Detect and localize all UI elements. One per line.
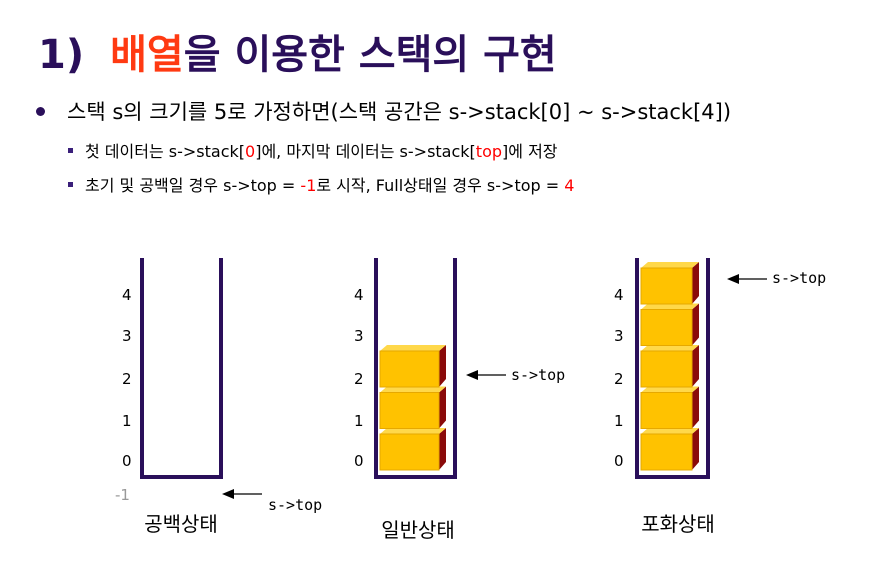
stack-block [641,351,692,387]
block-side [692,304,699,346]
stack-caption: 포화상태 [641,512,715,536]
stack-block [641,310,692,346]
index-label: 2 [614,370,624,388]
block-side [439,428,446,470]
stack-container [142,258,221,477]
index-label: 1 [354,412,364,430]
block-side [692,428,699,470]
stack-block [380,393,439,429]
stack-block [641,434,692,470]
index-label: 2 [354,370,364,388]
block-side [692,345,699,387]
arrow-icon [727,274,739,284]
index-label: 4 [614,286,624,304]
index-label: 3 [614,327,624,345]
index-label: 3 [354,327,364,345]
arrow-icon [222,489,234,499]
arrow-icon [466,370,478,380]
index-label: 1 [122,412,132,430]
top-pointer-label: s->top [511,366,565,384]
stack-block [641,268,692,304]
top-pointer-label: s->top [268,496,322,514]
index-label: 4 [354,286,364,304]
stack-block [641,393,692,429]
below-label: -1 [115,486,130,504]
index-label: 0 [354,452,364,470]
stack-block [380,434,439,470]
index-label: 1 [614,412,624,430]
block-top [380,345,446,351]
stack-caption: 공백상태 [144,512,218,536]
index-label: 0 [122,452,132,470]
index-label: 4 [122,286,132,304]
top-pointer-label: s->top [772,269,826,287]
stack-caption: 일반상태 [381,518,455,542]
index-label: 2 [122,370,132,388]
index-label: 0 [614,452,624,470]
index-label: 3 [122,327,132,345]
stack-block [380,351,439,387]
block-side [692,262,699,304]
block-side [439,387,446,429]
block-side [439,345,446,387]
block-top [641,262,699,268]
block-side [692,387,699,429]
